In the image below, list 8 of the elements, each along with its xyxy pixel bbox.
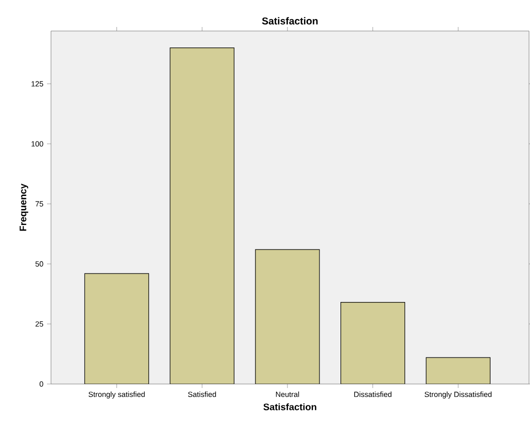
bar (170, 48, 234, 384)
y-axis-title: Frequency (20, 184, 28, 231)
bar (84, 274, 149, 384)
x-axis-title: Satisfaction (263, 403, 316, 410)
bar (426, 357, 490, 384)
bar (340, 302, 406, 384)
chart-title: Satisfaction (262, 17, 318, 24)
bar (255, 249, 320, 384)
